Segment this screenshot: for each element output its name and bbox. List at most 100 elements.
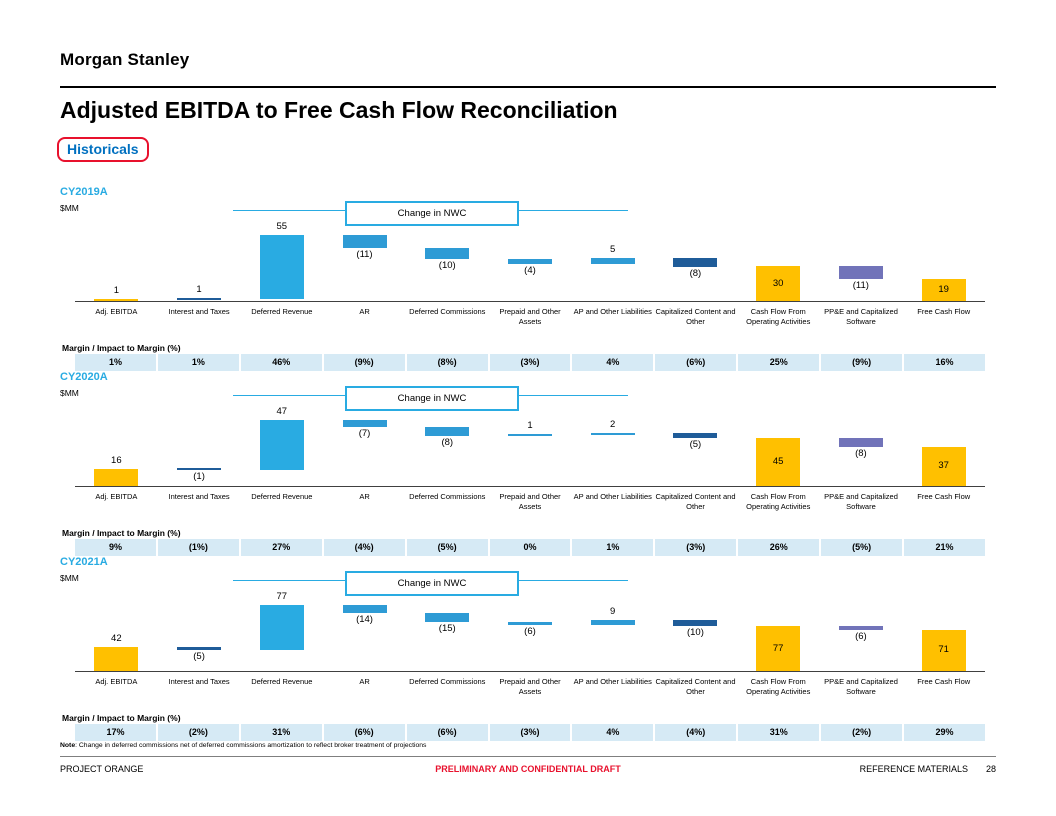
waterfall-plot: Change in NWC 1 1 55 (11) (10) (4) 5 (8) 30 (11) 1… bbox=[75, 201, 985, 302]
waterfall-bar bbox=[259, 605, 304, 650]
waterfall-plot: Change in NWC 16 (1) 47 (7) (8) 1 2 (5) 45 (8) 37 bbox=[75, 386, 985, 487]
category-label: Adj. EBITDA bbox=[95, 677, 138, 686]
waterfall-bar bbox=[921, 279, 966, 301]
margin-cell: (6%) bbox=[655, 354, 737, 371]
bar-value-label: 1 bbox=[527, 420, 533, 432]
waterfall-bar bbox=[94, 646, 139, 671]
category-label: Free Cash Flow bbox=[917, 492, 971, 501]
category-label: AP and Other Liabilities bbox=[573, 492, 652, 501]
margin-cell: (9%) bbox=[323, 354, 405, 371]
bar-value-label: (11) bbox=[852, 280, 869, 291]
bar-value-label: (6) bbox=[855, 630, 867, 642]
waterfall-bar bbox=[342, 235, 387, 248]
category-label: Prepaid and Other Assets bbox=[499, 677, 561, 696]
bar-value-label: 77 bbox=[276, 591, 288, 602]
chart-title: CY2019A bbox=[60, 186, 108, 198]
category-label: PP&E and Capitalized Software bbox=[824, 677, 898, 696]
margin-cell: (3%) bbox=[489, 724, 571, 741]
bar-value-label: (10) bbox=[686, 626, 704, 638]
waterfall-bar bbox=[425, 613, 470, 622]
page-title: Adjusted EBITDA to Free Cash Flow Reconc… bbox=[60, 97, 618, 123]
chart-title: CY2020A bbox=[60, 371, 108, 383]
category-label: Prepaid and Other Assets bbox=[499, 492, 561, 511]
margin-cell: 31% bbox=[738, 724, 820, 741]
bar-value-label: (6) bbox=[524, 626, 536, 638]
bar-value-label: (8) bbox=[689, 268, 702, 280]
category-label: Cash Flow From Operating Activities bbox=[746, 307, 811, 326]
margin-cell: (9%) bbox=[821, 354, 903, 371]
margin-cell: (6%) bbox=[406, 724, 488, 741]
waterfall-bar bbox=[342, 605, 387, 614]
category-label: AR bbox=[359, 307, 370, 316]
category-label: Interest and Taxes bbox=[168, 677, 230, 686]
margin-cell: 17% bbox=[75, 724, 156, 741]
margin-cell: 16% bbox=[904, 354, 985, 371]
category-label: AP and Other Liabilities bbox=[573, 677, 652, 686]
waterfall-bar bbox=[838, 438, 883, 447]
footer: PROJECT ORANGE PRELIMINARY AND CONFIDENT… bbox=[60, 764, 996, 774]
category-label: AR bbox=[359, 677, 370, 686]
category-label: AP and Other Liabilities bbox=[573, 307, 652, 316]
category-label: Deferred Revenue bbox=[251, 677, 313, 686]
margin-cell: 0% bbox=[489, 539, 571, 556]
bar-value-label: 1 bbox=[113, 285, 119, 297]
category-labels: Adj. EBITDA Interest and Taxes Deferred Re… bbox=[75, 677, 985, 697]
waterfall-bar bbox=[921, 629, 966, 671]
bar-value-label: (5) bbox=[193, 650, 205, 662]
bar-value-label: (14) bbox=[356, 614, 373, 626]
bar-value-label: 2 bbox=[610, 418, 616, 430]
margin-row: 9% (1%) 27% (4%) (5%) 0% 1% (3%) 26% (5%) 21% bbox=[75, 539, 985, 556]
page-number: 28 bbox=[985, 764, 996, 774]
category-labels: Adj. EBITDA Interest and Taxes Deferred Re… bbox=[75, 307, 985, 327]
header-divider bbox=[60, 86, 996, 88]
chart-area: $MM Change in NWC 16 (1) 47 (7) (8) 1 2 (5) 45 (8… bbox=[60, 384, 996, 488]
units-label: $MM bbox=[60, 573, 79, 583]
category-label: Capitalized Content and Other bbox=[655, 677, 736, 696]
waterfall-bar bbox=[921, 446, 966, 486]
category-label: Prepaid and Other Assets bbox=[499, 307, 561, 326]
bar-value-label: (5) bbox=[689, 439, 702, 451]
margin-cell: 27% bbox=[240, 539, 322, 556]
waterfall-bar bbox=[259, 420, 304, 471]
confidential-draft-label: PRELIMINARY AND CONFIDENTIAL DRAFT bbox=[435, 764, 621, 774]
margin-cell: (4%) bbox=[323, 539, 405, 556]
category-label: Interest and Taxes bbox=[168, 492, 230, 501]
margin-row: 1% 1% 46% (9%) (8%) (3%) 4% (6%) 25% (9%) 16% bbox=[75, 354, 985, 371]
margin-cell: 21% bbox=[904, 539, 985, 556]
bar-value-label: 19 bbox=[938, 284, 949, 295]
waterfall-bar bbox=[838, 626, 883, 630]
nwc-annotation-box: Change in NWC bbox=[345, 201, 519, 226]
bar-value-label: (10) bbox=[438, 260, 456, 272]
footer-divider bbox=[60, 756, 996, 757]
historicals-tag: Historicals bbox=[57, 137, 149, 162]
bar-value-label: 55 bbox=[276, 221, 288, 232]
reference-materials-label: REFERENCE MATERIALS 28 bbox=[762, 764, 996, 774]
category-labels: Adj. EBITDA Interest and Taxes Deferred Re… bbox=[75, 492, 985, 512]
waterfall-bar bbox=[94, 299, 139, 301]
waterfall-bar bbox=[838, 266, 883, 279]
margin-cell: (2%) bbox=[157, 724, 239, 741]
waterfall-bar bbox=[259, 235, 304, 299]
waterfall-bar bbox=[425, 427, 470, 436]
waterfall-bar bbox=[756, 626, 801, 671]
waterfall-plot: Change in NWC 42 (5) 77 (14) (15) (6) 9 (10) 77 (… bbox=[75, 571, 985, 672]
reference-materials-text: REFERENCE MATERIALS bbox=[859, 764, 968, 774]
waterfall-bar bbox=[177, 646, 222, 650]
category-label: Capitalized Content and Other bbox=[655, 492, 736, 511]
nwc-annotation-label: Change in NWC bbox=[397, 393, 467, 404]
category-label: Deferred Commissions bbox=[409, 492, 486, 501]
margin-cell: (3%) bbox=[489, 354, 571, 371]
margin-cell: 4% bbox=[572, 724, 654, 741]
waterfall-bar bbox=[508, 621, 552, 626]
waterfall-bar bbox=[590, 432, 635, 435]
chart-section-cy2020a: CY2020A $MM Change in NWC 16 (1) 47 (7) (8) 1… bbox=[60, 371, 996, 556]
category-label: Deferred Revenue bbox=[251, 307, 313, 316]
category-label: Adj. EBITDA bbox=[95, 492, 138, 501]
bar-value-label: 77 bbox=[772, 642, 784, 654]
waterfall-bar bbox=[590, 620, 635, 626]
chart-title: CY2021A bbox=[60, 556, 108, 568]
chart-area: $MM Change in NWC 1 1 55 (11) (10) (4) 5 (8) 30 (… bbox=[60, 199, 996, 303]
margin-cell: 4% bbox=[572, 354, 654, 371]
margin-row-label: Margin / Impact to Margin (%) bbox=[62, 713, 181, 723]
margin-cell: (3%) bbox=[655, 539, 737, 556]
